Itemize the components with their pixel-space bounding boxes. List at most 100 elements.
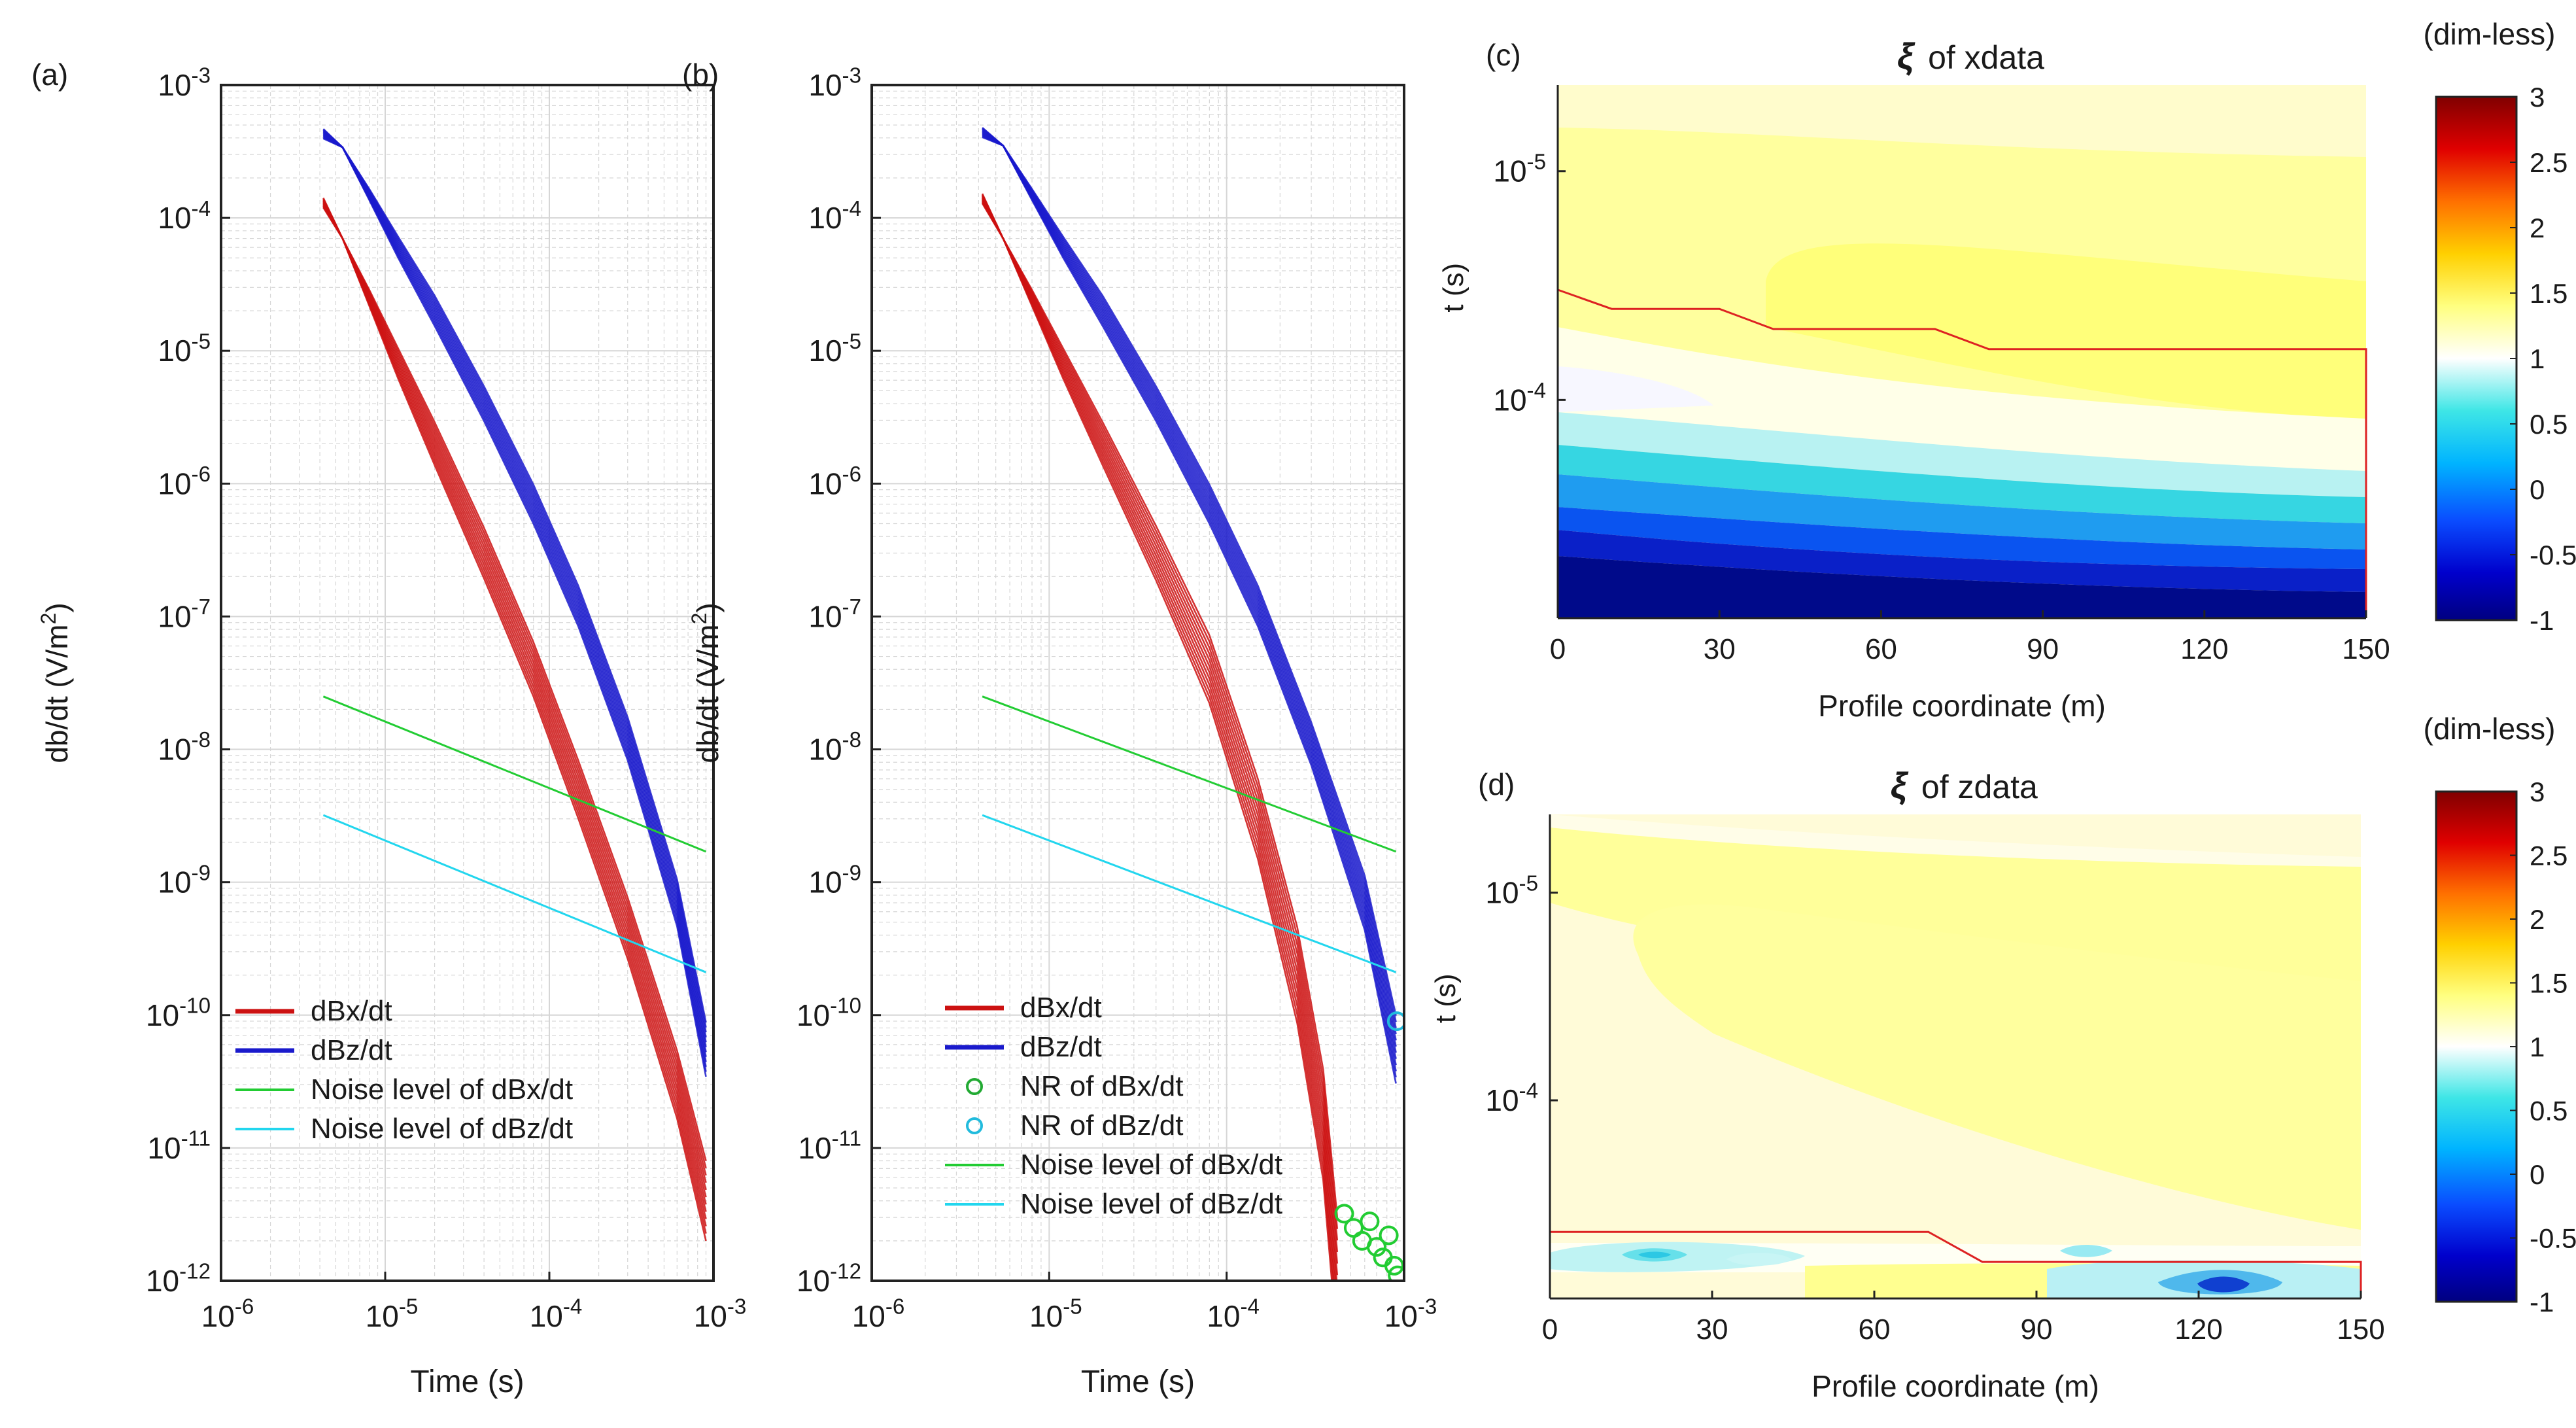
x-tick-label: 60 (1865, 633, 1897, 665)
y-tick-label: 10-5 (158, 330, 211, 368)
x-tick-label-exp: -4 (1241, 1295, 1260, 1319)
y-tick-label-base: 10 (158, 201, 191, 235)
y-axis-label: t (s) (1437, 263, 1469, 313)
y-tick-label: 10-11 (798, 1127, 861, 1165)
series-dbz-dt-line (322, 137, 707, 1023)
y-tick-label-base: 10 (808, 733, 842, 767)
title-text: of zdata (1921, 769, 2038, 805)
series-group (322, 128, 707, 1242)
legend-label: NR of dBz/dt (1020, 1109, 1183, 1141)
contour-band (1558, 412, 2366, 497)
y-axis-label-main: db/dt (V/m (691, 624, 725, 763)
y-tick-label: 10-6 (158, 462, 211, 500)
series-noise-level-of-dbz-dt (322, 814, 707, 973)
contour-fill (1550, 814, 2361, 1298)
contour-band (1558, 474, 2366, 549)
y-axis-label-end: ) (691, 602, 725, 612)
y-tick-label: 10-7 (158, 595, 211, 633)
y-tick-label: 10-4 (158, 197, 211, 235)
y-tick-label-base: 10 (1493, 154, 1526, 188)
y-tick-label-base: 10 (1485, 1083, 1519, 1117)
series-noise-level-of-dbz-dt (982, 814, 1397, 973)
colorbar-tick-label: -1 (2530, 1287, 2554, 1317)
y-tick-label: 10-3 (158, 64, 211, 102)
title-text: of xdata (1928, 39, 2044, 76)
y-tick-label-exp: -3 (192, 64, 211, 88)
y-tick-label-exp: -9 (842, 861, 861, 885)
colorbar-tick-label: 0.5 (2530, 1096, 2567, 1126)
y-axis-label-end: ) (40, 602, 74, 612)
colorbar-tick-label: 1.5 (2530, 968, 2567, 999)
y-tick-label-base: 10 (808, 201, 842, 235)
x-tick-label: 10-4 (530, 1295, 583, 1333)
contour-band (1558, 530, 2366, 592)
contour-band (1633, 904, 2361, 1230)
legend-label: Noise level of dBz/dt (1020, 1188, 1282, 1220)
x-tick-label: 30 (1704, 633, 1736, 665)
marker-nr-of-dbx-dt (1384, 1255, 1404, 1276)
legend-label: Noise level of dBx/dt (1020, 1149, 1282, 1181)
x-tick-label: 120 (2174, 1314, 2222, 1346)
marker-nr-of-dbx-dt (1366, 1237, 1386, 1257)
y-tick-label-base: 10 (808, 334, 842, 368)
y-tick-label: 10-10 (146, 994, 211, 1032)
x-tick-label: 150 (2337, 1314, 2384, 1346)
contour-band (2197, 1276, 2250, 1293)
y-tick-label: 10-4 (808, 197, 861, 235)
y-tick-label-exp: -5 (192, 330, 211, 354)
y-tick-label-base: 10 (158, 466, 191, 500)
colorbar-tick-label: 1.5 (2530, 278, 2567, 309)
colorbar-tick-label: 1 (2530, 1032, 2545, 1062)
y-axis-label: db/dt (V/m2) (37, 602, 74, 763)
y-tick-label-base: 10 (158, 599, 191, 633)
y-tick-label-base: 10 (808, 599, 842, 633)
y-axis-label-main: db/dt (V/m (40, 624, 74, 763)
panel-label: (a) (31, 58, 68, 92)
y-tick-label-base: 10 (798, 1131, 831, 1165)
y-tick-label-base: 10 (808, 865, 842, 899)
x-tick-label-base: 10 (852, 1299, 885, 1333)
series-group (981, 127, 1404, 1281)
colorbar (2435, 96, 2518, 621)
y-axis-label: db/dt (V/m2) (687, 602, 725, 763)
plot-frame (220, 84, 715, 1282)
colorbar-tick-label: 3 (2530, 82, 2545, 113)
y-tick-label-base: 10 (146, 1264, 179, 1298)
y-tick-label-exp: -4 (842, 197, 861, 221)
boundary-line (1557, 288, 2367, 618)
x-tick-label: 120 (2180, 633, 2228, 665)
y-tick-label-exp: -5 (1519, 871, 1538, 896)
x-tick-label: 0 (1542, 1314, 1558, 1346)
x-tick-label-exp: -5 (1063, 1295, 1082, 1319)
y-tick-label-exp: -11 (181, 1127, 211, 1151)
y-tick-label-exp: -8 (842, 728, 861, 752)
y-tick-label-exp: -4 (192, 197, 211, 221)
y-tick-label: 10-3 (808, 64, 861, 102)
y-tick-label: 10-8 (158, 728, 211, 766)
plot-frame (870, 84, 1405, 1282)
colorbar (2435, 790, 2518, 1303)
contour-band (1558, 556, 2366, 618)
x-tick-label-exp: -3 (1418, 1295, 1437, 1319)
y-tick-label-exp: -9 (192, 861, 211, 885)
legend-label: dBz/dt (311, 1034, 392, 1066)
legend-label: Noise level of dBz/dt (311, 1113, 573, 1145)
x-tick-label: 10-3 (1384, 1295, 1437, 1333)
colorbar-unit: (dim-less) (2424, 712, 2556, 746)
x-tick-label-base: 10 (366, 1299, 399, 1333)
x-tick-label: 10-5 (366, 1295, 419, 1333)
y-tick-label-exp: -10 (830, 994, 861, 1018)
colorbar-tick-label: 0.5 (2530, 409, 2567, 440)
colorbar-tick-label: 3 (2530, 776, 2545, 807)
colorbar-tick-label: 2.5 (2530, 841, 2567, 871)
colorbar-tick-label: 0 (2530, 1159, 2545, 1190)
y-tick-label-base: 10 (1485, 876, 1519, 910)
x-tick-label: 10-6 (852, 1295, 905, 1333)
x-tick-label: 10-6 (201, 1295, 254, 1333)
marker-nr-of-dbz-dt (1386, 1011, 1404, 1032)
x-axis-label: Time (s) (410, 1365, 524, 1399)
x-tick-label-exp: -6 (885, 1295, 904, 1319)
plot-area (221, 85, 713, 1281)
colorbar-tick-label: 1 (2530, 343, 2545, 374)
